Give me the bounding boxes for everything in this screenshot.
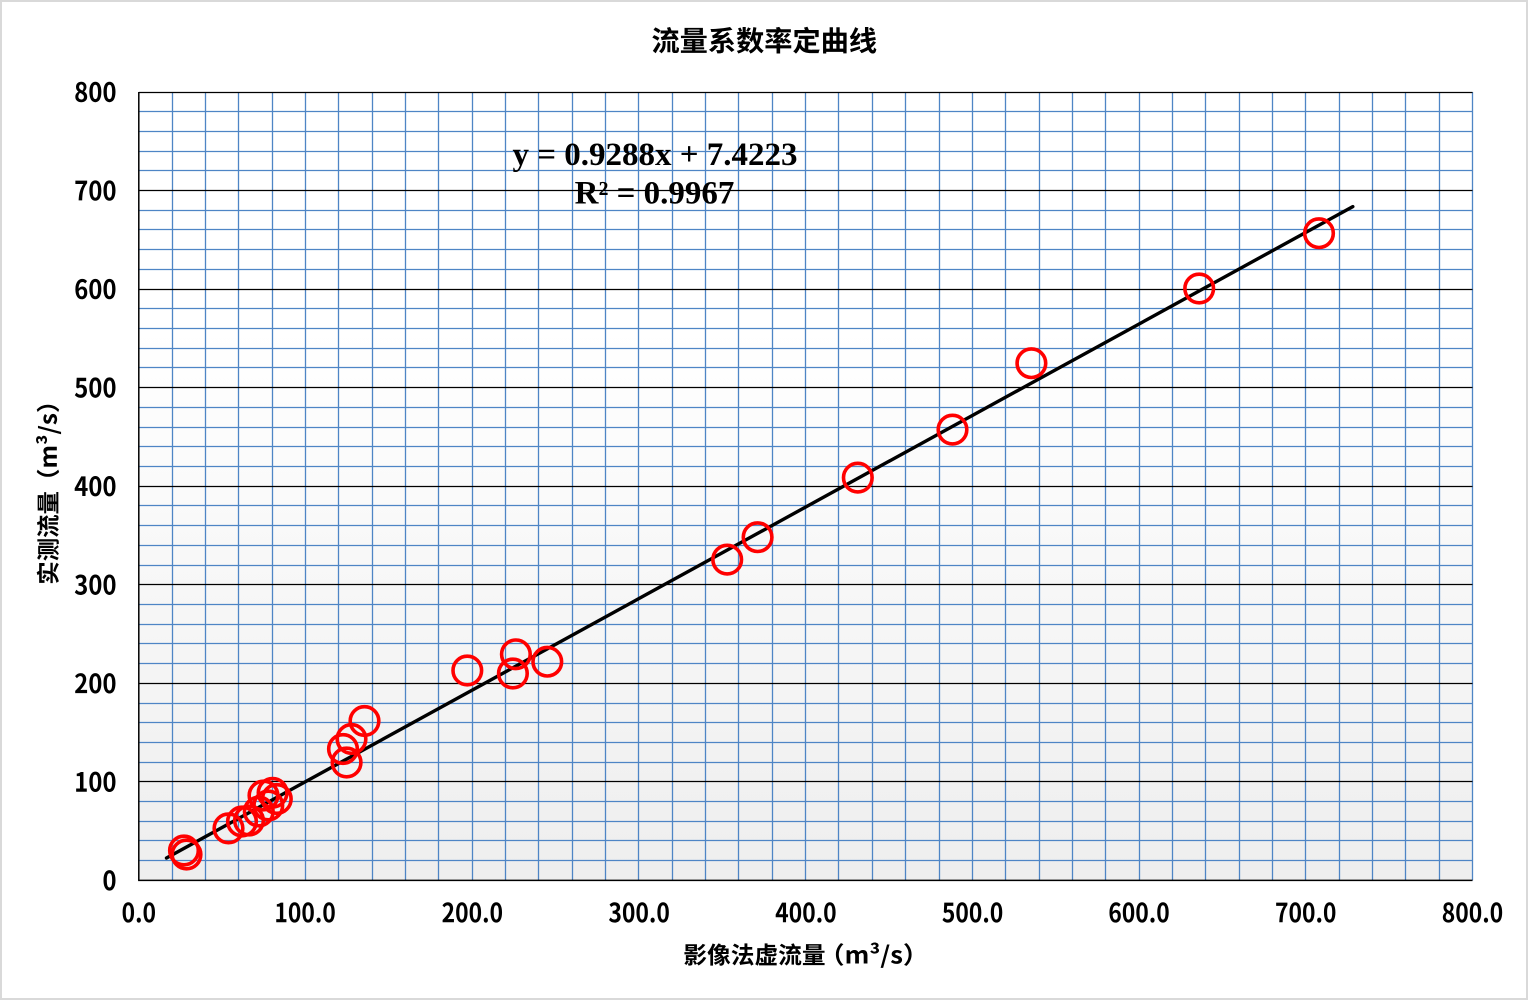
svg-text:y = 0.9288x + 7.4223: y = 0.9288x + 7.4223 bbox=[512, 137, 797, 173]
svg-text:R² = 0.9967: R² = 0.9967 bbox=[575, 175, 735, 211]
